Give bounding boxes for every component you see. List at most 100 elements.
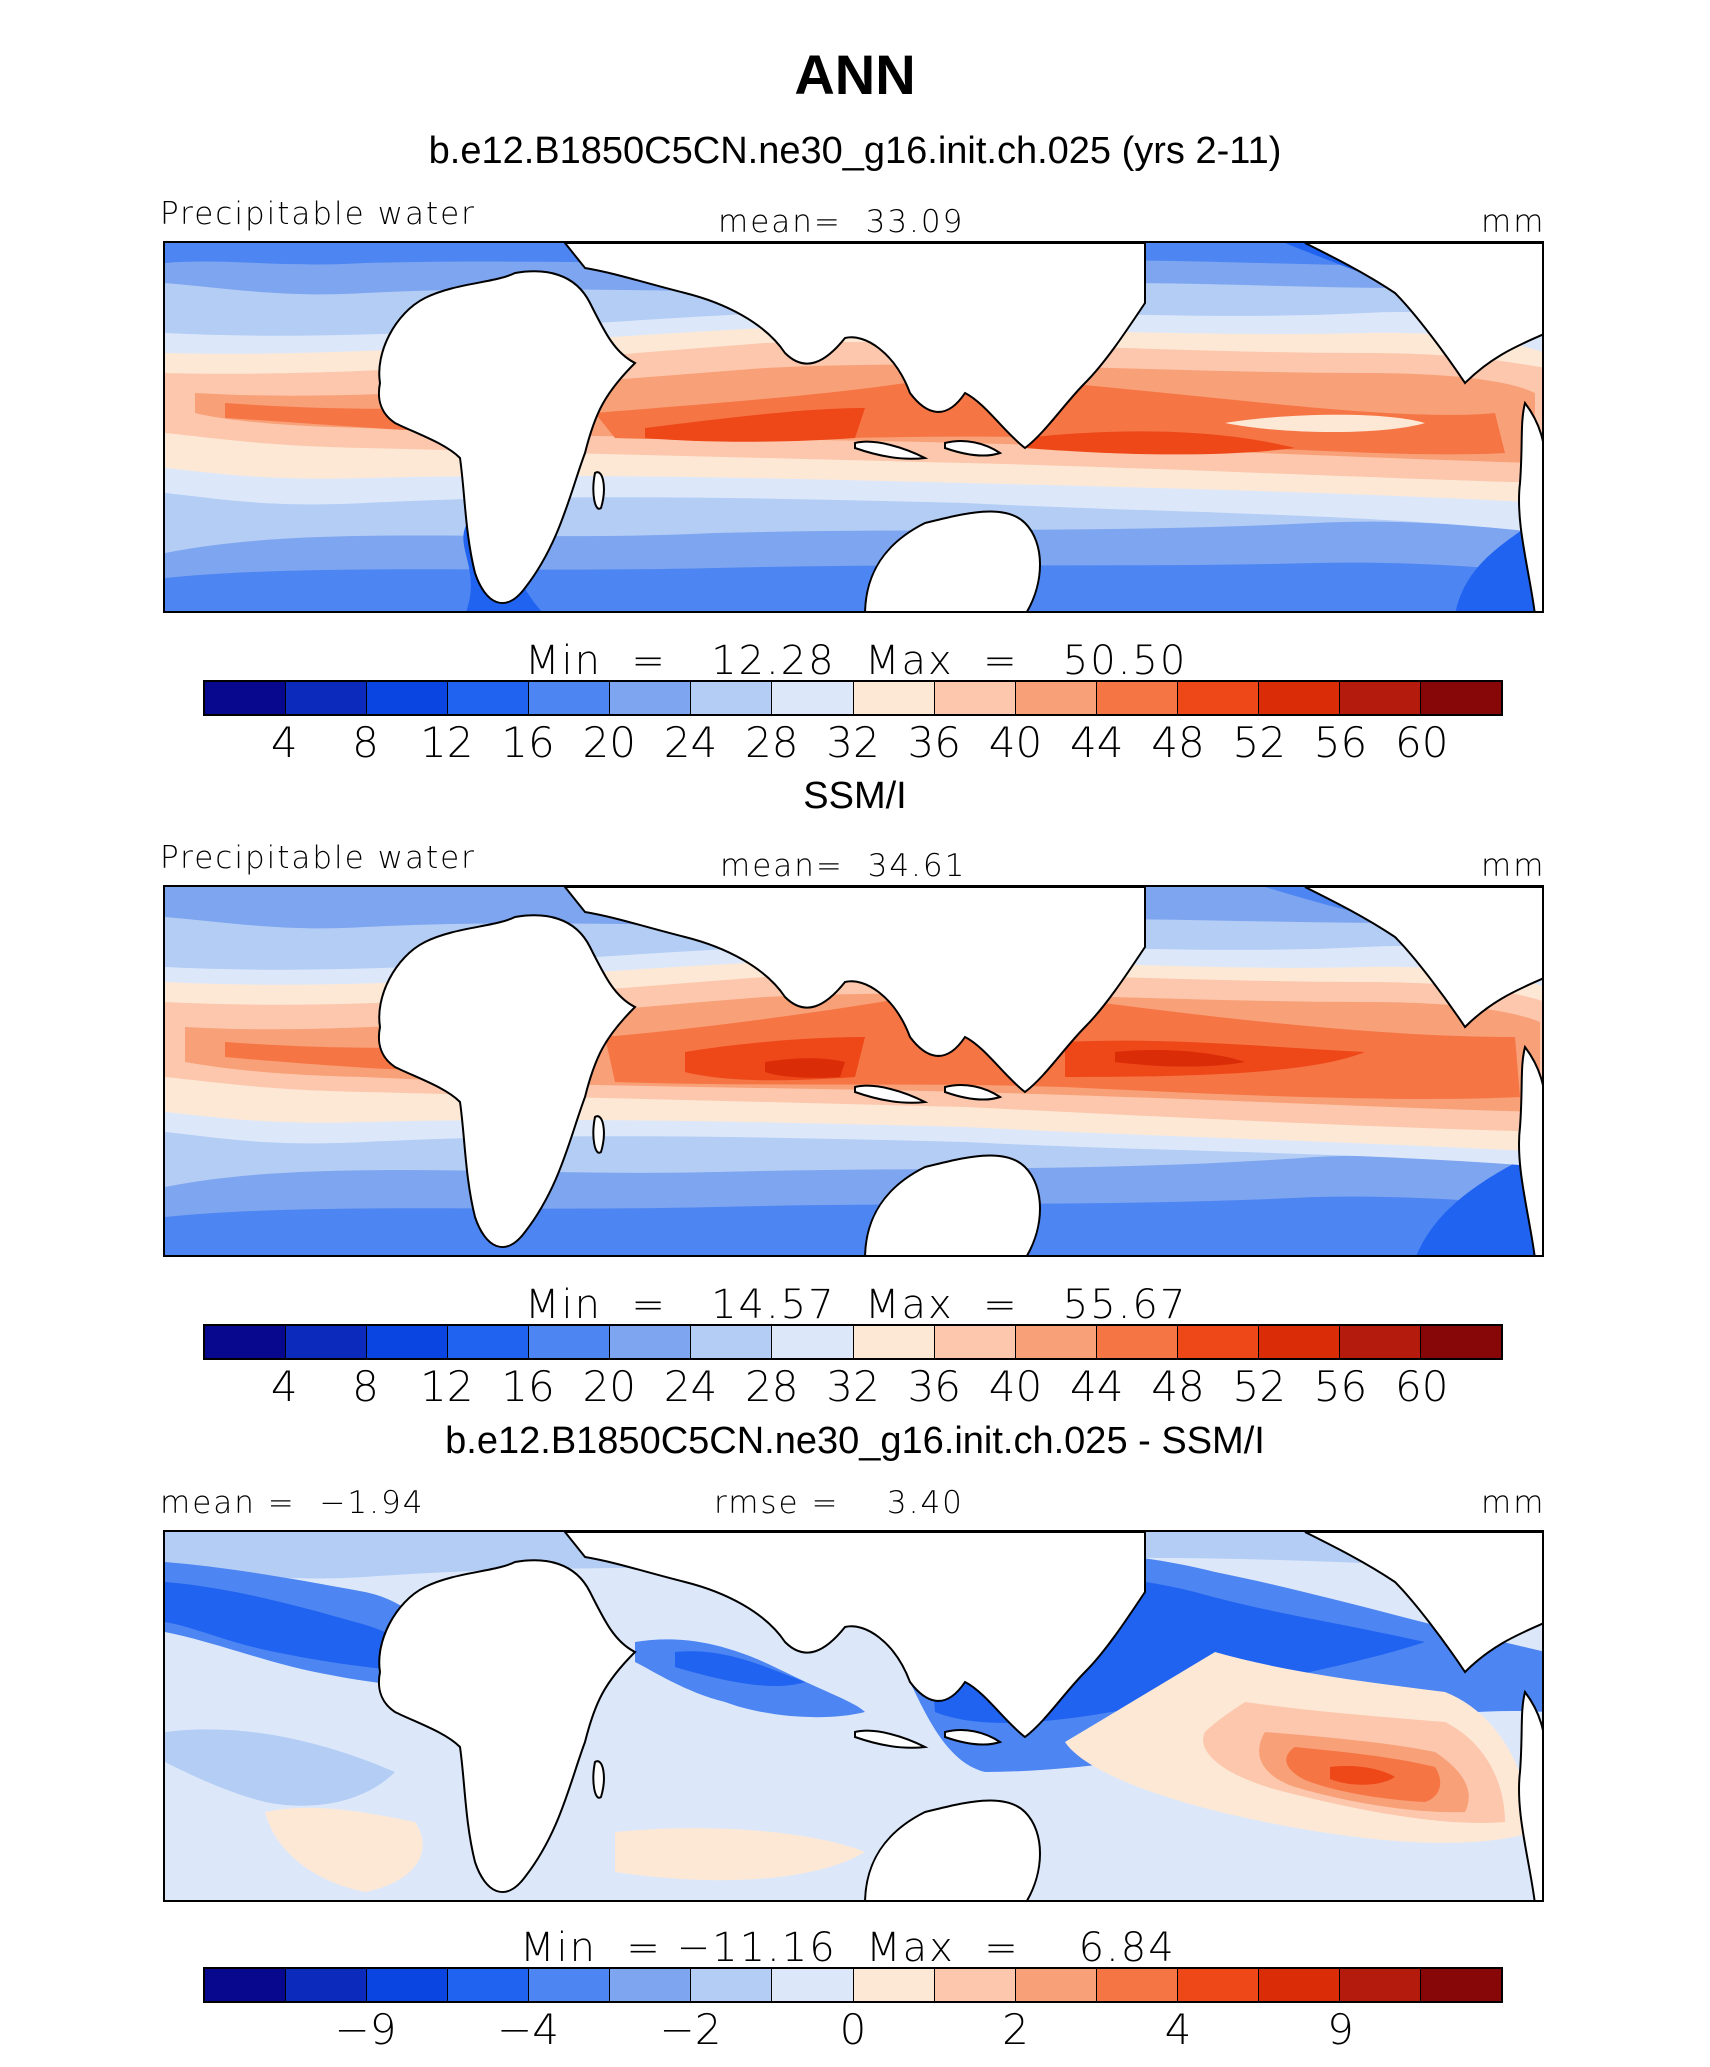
panel2-map [163, 885, 1544, 1257]
colorbar-swatch [1420, 1969, 1501, 2001]
colorbar-swatch [205, 682, 287, 714]
colorbar-swatch [1177, 1969, 1259, 2001]
colorbar-tick-label: 48 [1151, 718, 1205, 767]
colorbar-swatch [1339, 1326, 1421, 1358]
colorbar-swatch [1420, 682, 1501, 714]
colorbar-swatch [1177, 682, 1259, 714]
colorbar-swatch [853, 1326, 935, 1358]
colorbar-tick-label: 16 [501, 718, 555, 767]
colorbar-tick-label: 56 [1313, 1362, 1368, 1411]
colorbar-swatch [691, 682, 773, 714]
colorbar-swatch [934, 1969, 1016, 2001]
colorbar-swatch [1339, 1969, 1421, 2001]
colorbar-tick-label: 20 [582, 718, 636, 767]
panel3-case-title: b.e12.B1850C5CN.ne30_g16.init.ch.025 - S… [445, 1420, 1265, 1462]
colorbar-swatch [1015, 1326, 1097, 1358]
colorbar-swatch [610, 682, 692, 714]
colorbar-swatch [367, 1969, 449, 2001]
panel3-minmax: Min = −11.16 Max = 6.84 [520, 1925, 1176, 1971]
colorbar-tick-label: 4 [270, 718, 298, 767]
colorbar-swatch [529, 1326, 611, 1358]
panel2-minmax: Min = 14.57 Max = 55.67 [525, 1282, 1188, 1328]
colorbar-swatch [772, 682, 854, 714]
colorbar-swatch [1177, 1326, 1259, 1358]
colorbar-swatch [286, 1326, 368, 1358]
colorbar-tick-label: 36 [907, 1362, 961, 1411]
colorbar-swatch [1339, 682, 1421, 714]
panel2-units: mm [1481, 848, 1546, 884]
colorbar-tick-label: 12 [420, 718, 474, 767]
colorbar-tick-label: 4 [270, 1362, 298, 1411]
colorbar-swatch [934, 1326, 1016, 1358]
colorbar-tick-label: 36 [907, 718, 961, 767]
colorbar-tick-label: 9 [1327, 2005, 1354, 2054]
panel1-map [163, 241, 1544, 613]
panel3-ticks: −9 −4 −2 0 2 4 9 [0, 2005, 1710, 2060]
colorbar-tick-label: 16 [501, 1362, 555, 1411]
colorbar-swatch [1096, 1326, 1178, 1358]
panel3-colorbar [203, 1967, 1503, 2003]
colorbar-swatch [448, 1969, 530, 2001]
panel2-case-title: SSM/I [803, 775, 907, 817]
colorbar-swatch [286, 1969, 368, 2001]
colorbar-swatch [1420, 1326, 1501, 1358]
panel3-map [163, 1530, 1544, 1902]
colorbar-swatch [1015, 682, 1097, 714]
colorbar-swatch [1258, 1326, 1340, 1358]
panel1-units: mm [1481, 204, 1546, 240]
colorbar-swatch [529, 682, 611, 714]
colorbar-tick-label: 56 [1313, 718, 1368, 767]
colorbar-swatch [853, 682, 935, 714]
colorbar-tick-label: 24 [663, 1362, 718, 1411]
colorbar-tick-label: 20 [582, 1362, 636, 1411]
colorbar-tick-label: 60 [1395, 1362, 1449, 1411]
main-title: ANN [794, 43, 916, 106]
colorbar-tick-label: 12 [420, 1362, 474, 1411]
colorbar-tick-label: 44 [1070, 1362, 1124, 1411]
colorbar-swatch [691, 1326, 773, 1358]
colorbar-swatch [610, 1326, 692, 1358]
panel1-field-label: Precipitable water [160, 196, 476, 232]
colorbar-swatch [529, 1969, 611, 2001]
colorbar-swatch [205, 1326, 287, 1358]
colorbar-tick-label: 8 [352, 1362, 379, 1411]
colorbar-swatch [934, 682, 1016, 714]
panel2-mean-label: mean= 34.61 [720, 848, 967, 884]
panel1-mean-label: mean= 33.09 [718, 204, 965, 240]
colorbar-tick-label: 28 [745, 1362, 799, 1411]
colorbar-tick-label: 28 [745, 718, 799, 767]
panel2-field-label: Precipitable water [160, 840, 476, 876]
colorbar-tick-label: 60 [1395, 718, 1449, 767]
panel1-minmax: Min = 12.28 Max = 50.50 [525, 638, 1188, 684]
colorbar-swatch [1096, 1969, 1178, 2001]
panel2-ticks: 4 8 12 16 20 24 28 32 36 40 44 48 52 56 60 [0, 1362, 1710, 1412]
panel3-rmse-label: rmse = 3.40 [714, 1485, 964, 1521]
colorbar-tick-label: 2 [1002, 2005, 1029, 2054]
colorbar-tick-label: −4 [497, 2005, 559, 2054]
colorbar-swatch [367, 682, 449, 714]
colorbar-swatch [772, 1969, 854, 2001]
colorbar-tick-label: 8 [352, 718, 379, 767]
panel3-units: mm [1481, 1485, 1546, 1521]
colorbar-swatch [205, 1969, 287, 2001]
colorbar-tick-label: 44 [1070, 718, 1124, 767]
panel1-case-title: b.e12.B1850C5CN.ne30_g16.init.ch.025 (yr… [428, 130, 1282, 172]
colorbar-swatch [367, 1326, 449, 1358]
panel1-colorbar [203, 680, 1503, 716]
colorbar-swatch [1258, 1969, 1340, 2001]
colorbar-swatch [853, 1969, 935, 2001]
colorbar-tick-label: 40 [988, 1362, 1043, 1411]
colorbar-tick-label: 0 [839, 2005, 867, 2054]
panel2-colorbar [203, 1324, 1503, 1360]
colorbar-tick-label: −2 [659, 2005, 722, 2054]
colorbar-swatch [691, 1969, 773, 2001]
colorbar-swatch [610, 1969, 692, 2001]
colorbar-tick-label: 52 [1232, 1362, 1286, 1411]
colorbar-swatch [448, 682, 530, 714]
colorbar-tick-label: 40 [988, 718, 1043, 767]
colorbar-tick-label: 32 [826, 1362, 880, 1411]
colorbar-swatch [448, 1326, 530, 1358]
colorbar-tick-label: −9 [334, 2005, 397, 2054]
colorbar-swatch [772, 1326, 854, 1358]
colorbar-swatch [1096, 682, 1178, 714]
